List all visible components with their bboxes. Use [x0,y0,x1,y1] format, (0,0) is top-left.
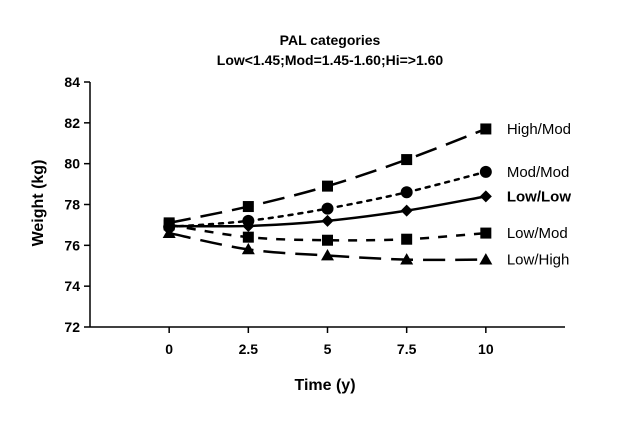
data-point-mod-mod [479,165,492,178]
y-tick-label: 84 [64,74,80,90]
series-label-low-high: Low/High [507,252,570,269]
series-label-low-low: Low/Low [507,188,571,205]
data-point-high-mod [401,154,413,166]
data-point-low-high [162,226,176,238]
data-point-high-mod [480,123,492,135]
data-point-low-mod [401,233,413,245]
x-axis-label: Time (y) [294,377,355,394]
data-point-mod-mod [400,186,413,199]
x-tick-label: 0 [165,341,173,357]
x-tick-label: 10 [478,341,494,357]
data-point-low-high [400,253,414,265]
series-low-low [163,190,492,232]
data-point-low-mod [242,231,254,243]
y-tick-label: 74 [64,278,80,294]
data-point-low-low [242,219,255,232]
series-labels: High/Mod Mod/Mod Low/Low Low/Mod Low/High [507,121,571,269]
series-label-high-mod: High/Mod [507,121,571,138]
x-tick-label: 5 [324,341,332,357]
x-tick-label: 2.5 [239,341,259,357]
data-point-high-mod [322,180,333,192]
data-point-low-high [479,253,493,265]
series-label-low-mod: Low/Mod [507,225,568,242]
y-tick-label: 82 [64,115,80,131]
data-point-mod-mod [321,202,334,215]
data-point-low-high [321,249,334,261]
chart-title: PAL categories [280,32,381,48]
y-tick-label: 72 [64,319,80,335]
series-layer [162,123,493,265]
series-low-mod [163,219,492,246]
series-low-high [162,226,493,265]
data-point-low-high [241,242,255,255]
y-tick-label: 78 [64,197,80,213]
data-point-low-mod [322,234,333,246]
y-tick-label: 80 [64,156,80,172]
chart-subtitle: Low<1.45;Mod=1.45-1.60;Hi=>1.60 [217,52,444,68]
data-point-low-low [321,214,334,227]
axes: 72 74 76 78 80 82 84 0 2.5 5 7.5 10 [64,74,565,357]
data-point-low-low [479,190,492,203]
x-tick-label: 7.5 [397,341,417,357]
data-point-high-mod [242,201,254,213]
data-point-low-mod [480,227,492,239]
data-point-low-mod [163,219,175,231]
data-point-low-low [400,204,413,217]
y-axis-label: Weight (kg) [30,160,47,247]
series-label-mod-mod: Mod/Mod [507,164,570,181]
y-tick-label: 76 [64,237,80,253]
